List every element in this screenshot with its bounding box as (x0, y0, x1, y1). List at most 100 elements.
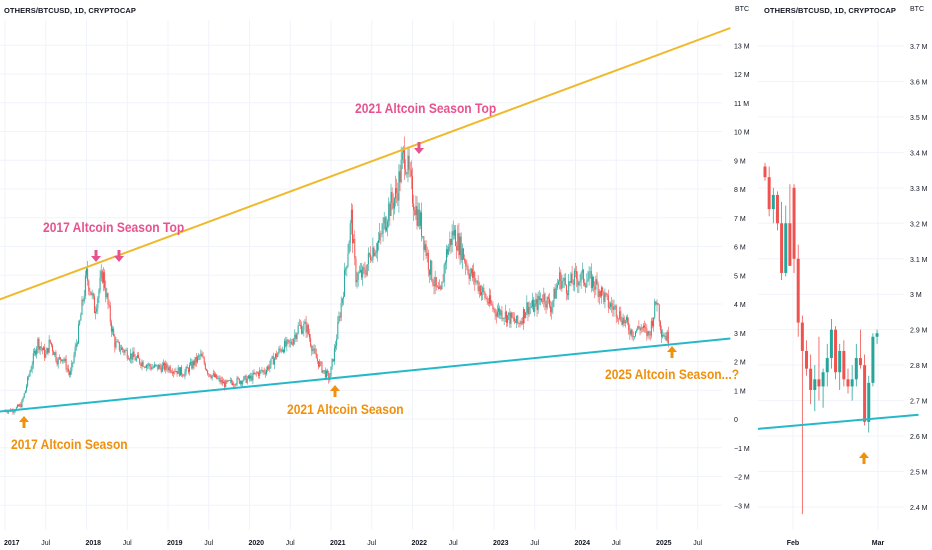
candle-body (628, 322, 630, 331)
candle-body (263, 370, 265, 373)
candle-body (650, 320, 652, 336)
candle-body (838, 350, 842, 373)
candle-body (545, 304, 547, 308)
candle-body (453, 229, 455, 236)
candle-body (371, 260, 373, 261)
candle-body (149, 364, 151, 367)
main-chart-svg: 13 M 12 M 11 M 10 M 9 M 8 M 7 M 6 M 5 M 4 M 3 M 2 M… (0, 20, 750, 547)
candle-body (256, 372, 258, 374)
candle-body (305, 321, 307, 333)
x-tick-label: Jul (123, 540, 132, 547)
candle-body (359, 269, 361, 273)
candle-body (83, 295, 85, 302)
candle-body (509, 312, 511, 324)
candle-body (276, 353, 278, 358)
candle-body (40, 346, 42, 349)
candle-body (221, 379, 223, 384)
candle-body (320, 361, 322, 363)
candle-body (522, 309, 524, 324)
candle-body (533, 299, 535, 312)
candle-body (603, 291, 605, 302)
x-tick-label: 2019 (167, 540, 183, 547)
candle-body (586, 281, 588, 288)
candle-body (281, 349, 283, 352)
candle-body (210, 376, 212, 379)
candle-body (152, 367, 154, 368)
candle-body (275, 353, 277, 359)
candle-body (379, 233, 381, 241)
y-tick-label: 3.5 M (910, 115, 928, 122)
candle-body (465, 261, 467, 267)
candle-body (640, 327, 642, 331)
candle-body (419, 212, 421, 226)
candle-body (144, 366, 146, 368)
candle-body (460, 236, 462, 261)
y-tick-label: 2.7 M (910, 399, 928, 406)
x-tick-label: Jul (612, 540, 621, 547)
candle-body (270, 358, 272, 365)
candle-body (118, 341, 120, 351)
candle-body (413, 203, 415, 211)
candle-body (269, 364, 271, 370)
candle-body (312, 349, 314, 352)
arrow-down-icon (414, 142, 424, 154)
candle-body (809, 368, 813, 390)
candle-body (167, 368, 169, 371)
candle-body (534, 303, 536, 312)
candle-body (126, 350, 128, 359)
candle-body (452, 231, 454, 236)
candle-body (293, 338, 295, 345)
candle-body (113, 328, 115, 337)
candle-body (433, 284, 435, 287)
candle-body (518, 323, 520, 324)
y-tick-label: 8 M (734, 187, 746, 194)
candle-body (308, 333, 310, 339)
candle-body (641, 327, 643, 329)
candle-body (191, 361, 193, 369)
candle-body (625, 317, 627, 321)
x-tick-label: 2023 (493, 540, 509, 547)
candle-body (637, 326, 639, 330)
candle-body (211, 375, 213, 379)
main-currency-label: BTC (735, 6, 749, 13)
candle-body (607, 295, 609, 308)
candle-body (449, 239, 451, 247)
candle-body (127, 358, 129, 360)
candle-body (239, 381, 241, 384)
candle-body (279, 348, 281, 350)
candle-body (35, 350, 37, 355)
candle-body (262, 370, 264, 372)
candle-body (12, 410, 14, 413)
candle-body (573, 270, 575, 285)
candle-body (648, 331, 650, 335)
candle-body (356, 279, 358, 283)
candle-body (228, 380, 230, 381)
candle-body (616, 317, 618, 319)
candle-body (517, 315, 519, 324)
candle-body (39, 346, 41, 350)
y-tick-label: 3 M (910, 292, 922, 299)
candle-body (92, 293, 94, 297)
candle-body (267, 366, 269, 371)
candle-body (318, 360, 320, 367)
candle-body (459, 236, 461, 256)
candle-body (66, 368, 68, 370)
candle-body (105, 288, 107, 298)
candle-body (254, 372, 256, 375)
y-tick-label: 2.5 M (910, 470, 928, 477)
candle-body (665, 336, 667, 341)
candle-body (95, 311, 97, 314)
candle-body (71, 362, 73, 371)
candle-body (328, 372, 330, 380)
candle-body (502, 318, 504, 320)
candle-body (143, 366, 145, 368)
candle-body (190, 361, 192, 366)
candle-body (363, 267, 365, 270)
candle-body (481, 292, 483, 296)
candle-body (478, 286, 480, 292)
candle-body (247, 375, 249, 379)
candle-body (122, 347, 124, 351)
candle-body (148, 364, 150, 366)
candle-body (23, 393, 25, 398)
candle-body (352, 209, 354, 244)
